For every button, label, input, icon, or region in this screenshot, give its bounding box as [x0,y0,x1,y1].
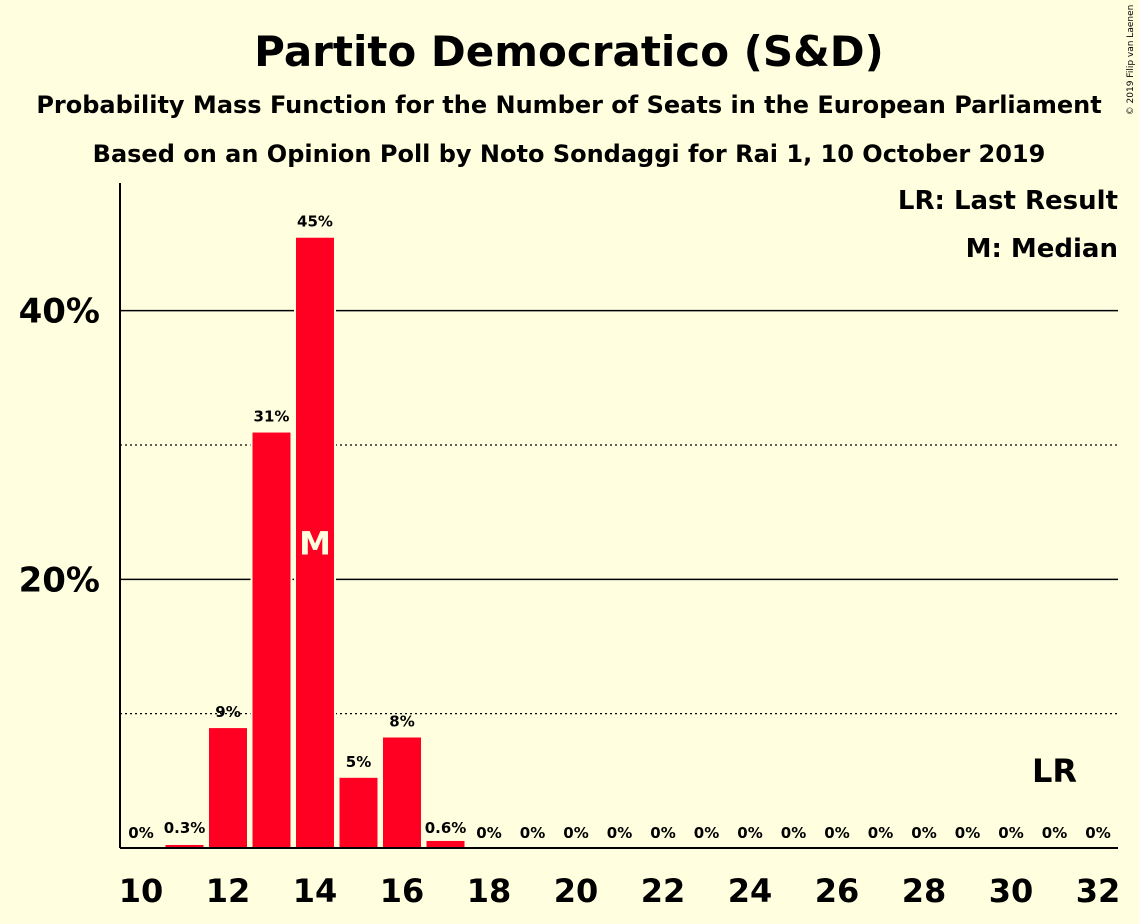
legend: LR: Last Result M: Median [898,186,1118,264]
chart-subtitle: Probability Mass Function for the Number… [36,91,1101,119]
bar-12 [207,726,249,849]
x-tick-label-22: 22 [641,872,686,910]
x-tick-label-14: 14 [293,872,338,910]
x-tick-label-32: 32 [1076,872,1121,910]
bar-label-21: 0% [607,824,632,842]
legend-item-0: LR: Last Result [898,186,1118,216]
bar-label-30: 0% [998,824,1023,842]
bar-label-32: 0% [1085,824,1110,842]
bar-label-12: 9% [215,703,240,721]
copyright-text: © 2019 Filip van Laenen [1126,5,1136,116]
bar-label-15: 5% [346,753,371,771]
bar-label-29: 0% [955,824,980,842]
bar-labels-group: 0% 0.3% 9% 31% 45% 5% 8% 0.6% 0% 0% 0% 0% 0% 0% 0% 0% 0%… [128,213,1110,842]
bar-13 [250,430,293,849]
bar-label-28: 0% [911,824,936,842]
bar-15 [337,775,380,849]
bar-label-31: 0% [1042,824,1067,842]
legend-item-1: M: Median [966,234,1118,264]
y-tick-label-40: 40% [19,292,100,332]
median-marker: M [299,524,331,562]
bar-label-26: 0% [824,824,849,842]
bar-label-14: 45% [297,213,333,231]
chart-subtitle-source: Based on an Opinion Poll by Noto Sondagg… [93,140,1046,168]
x-tick-label-18: 18 [467,872,512,910]
bar-label-23: 0% [694,824,719,842]
x-tick-label-30: 30 [989,872,1034,910]
x-tick-label-16: 16 [380,872,425,910]
x-tick-label-28: 28 [902,872,947,910]
bar-14 [294,235,336,850]
bar-label-27: 0% [868,824,893,842]
bar-17 [424,838,467,849]
chart-title: Partito Democratico (S&D) [254,27,884,76]
bar-label-20: 0% [563,824,588,842]
y-tick-label-20: 20% [19,560,100,600]
bars-group [163,235,467,850]
x-tick-label-10: 10 [119,872,164,910]
last-result-marker: LR [1032,752,1077,790]
x-tick-label-24: 24 [728,872,773,910]
bar-label-16: 8% [389,712,414,730]
axes-group: 20% 40% 10 12 14 16 18 20 22 24 26 28 30 32 [19,183,1121,910]
bar-label-22: 0% [650,824,675,842]
bar-label-10: 0% [128,824,153,842]
bar-16 [381,735,423,849]
bar-label-11: 0.3% [164,819,206,837]
x-tick-label-20: 20 [554,872,599,910]
x-tick-label-12: 12 [206,872,251,910]
bar-label-17: 0.6% [425,819,467,837]
bar-label-19: 0% [520,824,545,842]
bar-label-24: 0% [737,824,762,842]
markers-group: M LR [299,524,1077,790]
bar-label-13: 31% [254,408,290,426]
x-tick-label-26: 26 [815,872,860,910]
bar-label-18: 0% [476,824,501,842]
bar-label-25: 0% [781,824,806,842]
